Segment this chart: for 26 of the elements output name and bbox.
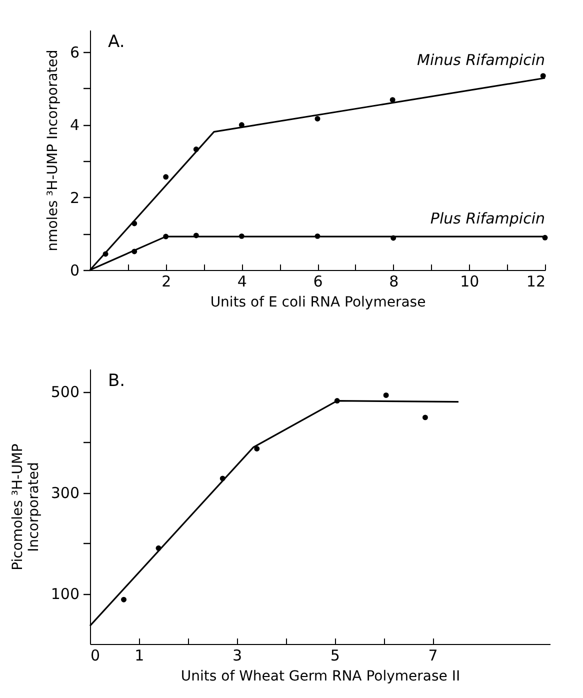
x-tick-label: 0 (90, 646, 100, 664)
x-tick-label: 5 (330, 646, 340, 664)
y-tick-label: 2 (70, 188, 80, 207)
x-tick-label: 10 (460, 272, 480, 290)
x-tick-label: 3 (232, 646, 242, 664)
y-tick-label: 6 (70, 43, 80, 62)
x-tick-label: 7 (428, 646, 438, 664)
series-label: Minus Rifampicin (417, 51, 545, 69)
x-tick-label: 1 (134, 646, 144, 664)
x-axis-title: Units of E coli RNA Polymerase (210, 294, 426, 310)
y-tick-label: 300 (50, 484, 80, 502)
y-axis-title: nmoles ³H-UMP Incorporated (44, 50, 61, 252)
y-tick-label: 0 (70, 262, 80, 280)
x-tick-label: 8 (389, 272, 399, 290)
x-axis-title: Units of Wheat Germ RNA Polymerase II (180, 668, 460, 684)
chart-title: A. (108, 32, 125, 52)
x-tick-label: 4 (237, 272, 247, 290)
y-tick-label: 100 (50, 585, 80, 604)
y-tick-label: 4 (70, 116, 80, 134)
x-tick-label: 2 (162, 272, 172, 290)
chart-title: B. (108, 371, 126, 391)
x-tick-label: 6 (313, 272, 323, 290)
y-tick-label: 500 (50, 383, 80, 402)
x-tick-label: 12 (526, 272, 546, 290)
series-label: Plus Rifampicin (430, 210, 545, 228)
y-axis-title: Picomoles ³H-UMP Incorporated (10, 444, 42, 570)
